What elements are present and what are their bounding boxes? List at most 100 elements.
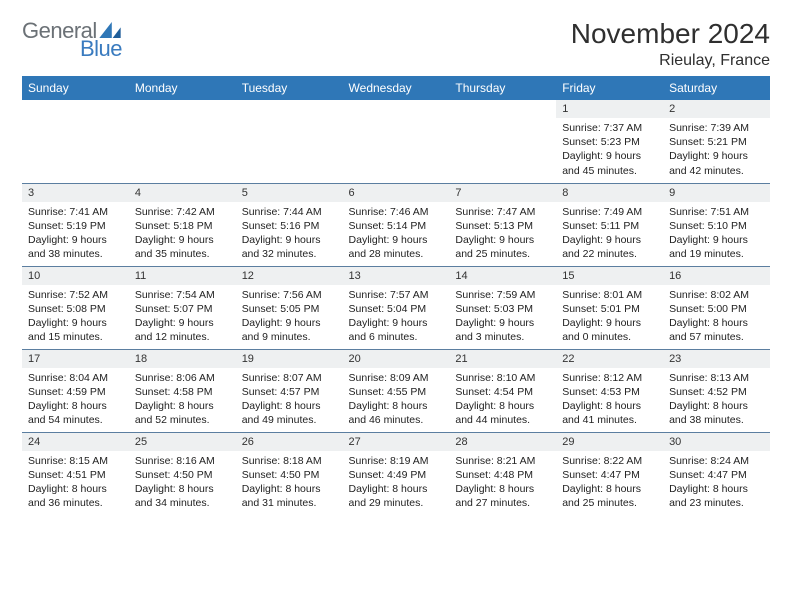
day-number: 6 — [343, 184, 450, 202]
calendar-day-cell: 5Sunrise: 7:44 AMSunset: 5:16 PMDaylight… — [236, 183, 343, 266]
day-detail-line: Sunrise: 8:15 AM — [28, 454, 123, 468]
day-detail-line: Sunset: 4:55 PM — [349, 385, 444, 399]
day-number: 27 — [343, 433, 450, 451]
day-detail-line: Daylight: 9 hours and 42 minutes. — [669, 149, 764, 177]
day-number — [129, 100, 236, 118]
day-detail-line: Daylight: 8 hours and 57 minutes. — [669, 316, 764, 344]
day-detail-line: Sunrise: 7:41 AM — [28, 205, 123, 219]
calendar-week-row: 10Sunrise: 7:52 AMSunset: 5:08 PMDayligh… — [22, 266, 770, 349]
calendar-day-cell: 21Sunrise: 8:10 AMSunset: 4:54 PMDayligh… — [449, 349, 556, 432]
weekday-header: Sunday — [22, 76, 129, 100]
day-detail-line: Sunset: 5:16 PM — [242, 219, 337, 233]
day-details: Sunrise: 8:19 AMSunset: 4:49 PMDaylight:… — [343, 451, 450, 515]
day-detail-line: Sunrise: 7:54 AM — [135, 288, 230, 302]
day-details: Sunrise: 7:46 AMSunset: 5:14 PMDaylight:… — [343, 202, 450, 266]
day-detail-line: Sunset: 4:57 PM — [242, 385, 337, 399]
day-number — [22, 100, 129, 118]
day-detail-line: Sunrise: 8:04 AM — [28, 371, 123, 385]
day-detail-line: Daylight: 8 hours and 29 minutes. — [349, 482, 444, 510]
day-detail-line: Sunset: 4:47 PM — [669, 468, 764, 482]
day-details: Sunrise: 7:54 AMSunset: 5:07 PMDaylight:… — [129, 285, 236, 349]
location-label: Rieulay, France — [571, 52, 770, 70]
day-number: 24 — [22, 433, 129, 451]
day-detail-line: Daylight: 9 hours and 15 minutes. — [28, 316, 123, 344]
calendar-day-cell: 15Sunrise: 8:01 AMSunset: 5:01 PMDayligh… — [556, 266, 663, 349]
day-number — [343, 100, 450, 118]
day-detail-line: Sunrise: 8:10 AM — [455, 371, 550, 385]
day-details: Sunrise: 7:42 AMSunset: 5:18 PMDaylight:… — [129, 202, 236, 266]
calendar-week-row: 3Sunrise: 7:41 AMSunset: 5:19 PMDaylight… — [22, 183, 770, 266]
day-detail-line: Sunset: 4:47 PM — [562, 468, 657, 482]
day-number: 7 — [449, 184, 556, 202]
day-detail-line: Daylight: 9 hours and 0 minutes. — [562, 316, 657, 344]
day-detail-line: Daylight: 9 hours and 12 minutes. — [135, 316, 230, 344]
calendar-day-cell: 4Sunrise: 7:42 AMSunset: 5:18 PMDaylight… — [129, 183, 236, 266]
day-details: Sunrise: 8:09 AMSunset: 4:55 PMDaylight:… — [343, 368, 450, 432]
day-number: 21 — [449, 350, 556, 368]
day-detail-line: Daylight: 8 hours and 49 minutes. — [242, 399, 337, 427]
day-number: 20 — [343, 350, 450, 368]
calendar-day-cell — [343, 100, 450, 183]
day-detail-line: Sunset: 5:18 PM — [135, 219, 230, 233]
day-number: 22 — [556, 350, 663, 368]
day-number: 9 — [663, 184, 770, 202]
calendar-day-cell: 20Sunrise: 8:09 AMSunset: 4:55 PMDayligh… — [343, 349, 450, 432]
day-detail-line: Sunrise: 7:44 AM — [242, 205, 337, 219]
day-detail-line: Sunset: 4:59 PM — [28, 385, 123, 399]
day-number: 30 — [663, 433, 770, 451]
calendar-header-row: SundayMondayTuesdayWednesdayThursdayFrid… — [22, 76, 770, 100]
day-details: Sunrise: 7:49 AMSunset: 5:11 PMDaylight:… — [556, 202, 663, 266]
day-number: 29 — [556, 433, 663, 451]
day-detail-line: Daylight: 9 hours and 6 minutes. — [349, 316, 444, 344]
day-number: 25 — [129, 433, 236, 451]
calendar-table: SundayMondayTuesdayWednesdayThursdayFrid… — [22, 76, 770, 515]
day-detail-line: Daylight: 9 hours and 45 minutes. — [562, 149, 657, 177]
day-detail-line: Sunrise: 8:21 AM — [455, 454, 550, 468]
day-number: 5 — [236, 184, 343, 202]
day-number: 18 — [129, 350, 236, 368]
weekday-header: Tuesday — [236, 76, 343, 100]
calendar-day-cell: 29 Sunrise: 8:22 AMSunset: 4:47 PMDayligh… — [556, 432, 663, 515]
day-detail-line: Sunset: 4:49 PM — [349, 468, 444, 482]
day-details: Sunrise: 7:52 AMSunset: 5:08 PMDaylight:… — [22, 285, 129, 349]
day-detail-line: Sunset: 5:23 PM — [562, 135, 657, 149]
day-detail-line: Sunrise: 7:52 AM — [28, 288, 123, 302]
day-detail-line: Sunset: 4:52 PM — [669, 385, 764, 399]
day-details: Sunrise: 8:06 AMSunset: 4:58 PMDaylight:… — [129, 368, 236, 432]
day-detail-line: Sunset: 5:03 PM — [455, 302, 550, 316]
day-detail-line: Daylight: 8 hours and 46 minutes. — [349, 399, 444, 427]
day-details: Sunrise: 8:07 AMSunset: 4:57 PMDaylight:… — [236, 368, 343, 432]
day-detail-line: Daylight: 8 hours and 44 minutes. — [455, 399, 550, 427]
calendar-day-cell: 2Sunrise: 7:39 AMSunset: 5:21 PMDaylight… — [663, 100, 770, 183]
day-detail-line: Sunset: 4:53 PM — [562, 385, 657, 399]
day-detail-line: Sunset: 5:10 PM — [669, 219, 764, 233]
day-detail-line: Sunset: 5:07 PM — [135, 302, 230, 316]
calendar-day-cell: 8Sunrise: 7:49 AMSunset: 5:11 PMDaylight… — [556, 183, 663, 266]
day-details: Sunrise: 7:59 AMSunset: 5:03 PMDaylight:… — [449, 285, 556, 349]
page-title: November 2024 — [571, 18, 770, 50]
day-detail-line: Sunrise: 8:01 AM — [562, 288, 657, 302]
brand-logo: General Blue — [22, 18, 121, 44]
day-number: 17 — [22, 350, 129, 368]
calendar-day-cell: 12Sunrise: 7:56 AMSunset: 5:05 PMDayligh… — [236, 266, 343, 349]
day-number: 23 — [663, 350, 770, 368]
day-details: Sunrise: 8:04 AMSunset: 4:59 PMDaylight:… — [22, 368, 129, 432]
weekday-header: Friday — [556, 76, 663, 100]
day-detail-line: Daylight: 9 hours and 9 minutes. — [242, 316, 337, 344]
day-detail-line: Sunrise: 8:22 AM — [562, 454, 657, 468]
weekday-header: Thursday — [449, 76, 556, 100]
day-detail-line: Sunset: 5:04 PM — [349, 302, 444, 316]
day-detail-line: Sunrise: 8:24 AM — [669, 454, 764, 468]
day-detail-line: Daylight: 8 hours and 38 minutes. — [669, 399, 764, 427]
calendar-day-cell — [22, 100, 129, 183]
calendar-week-row: 24Sunrise: 8:15 AMSunset: 4:51 PMDayligh… — [22, 432, 770, 515]
calendar-day-cell: 6Sunrise: 7:46 AMSunset: 5:14 PMDaylight… — [343, 183, 450, 266]
day-detail-line: Sunset: 4:50 PM — [242, 468, 337, 482]
day-detail-line: Sunrise: 7:57 AM — [349, 288, 444, 302]
day-number: 8 — [556, 184, 663, 202]
day-detail-line: Sunrise: 7:37 AM — [562, 121, 657, 135]
day-detail-line: Daylight: 9 hours and 35 minutes. — [135, 233, 230, 261]
day-detail-line: Sunrise: 8:16 AM — [135, 454, 230, 468]
day-details: Sunrise: 8:21 AMSunset: 4:48 PMDaylight:… — [449, 451, 556, 515]
day-detail-line: Daylight: 8 hours and 25 minutes. — [562, 482, 657, 510]
